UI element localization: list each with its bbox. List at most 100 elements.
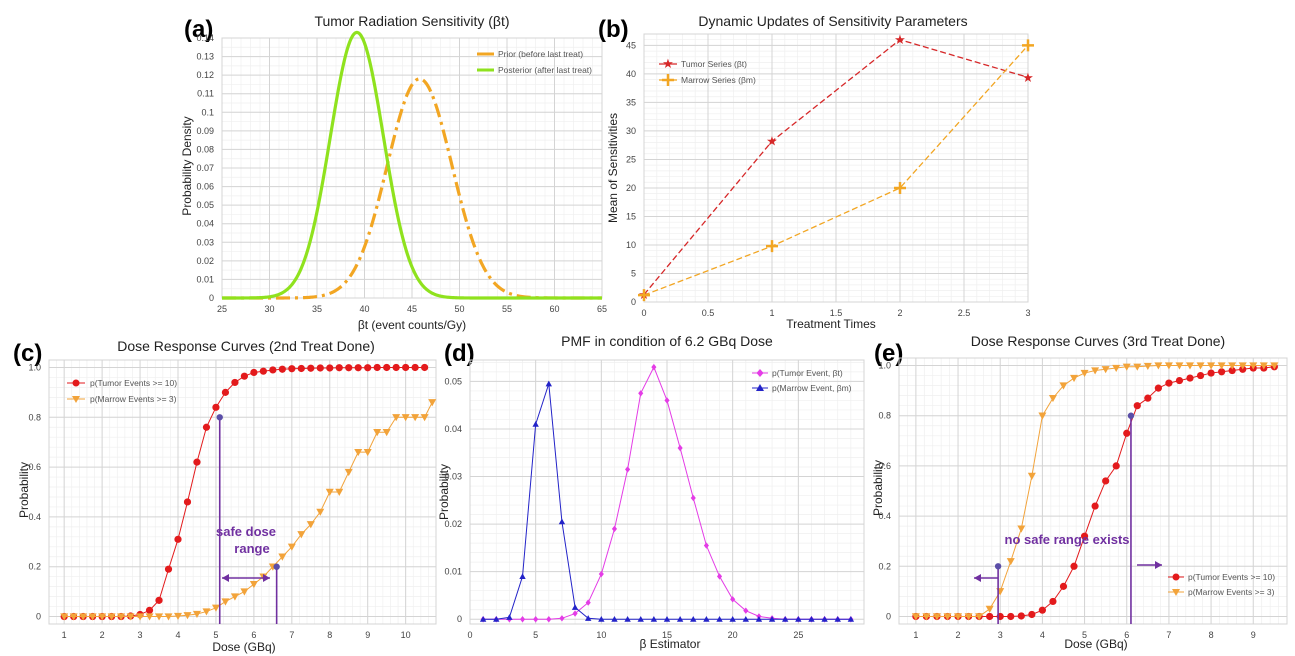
x-tick-label: 9 [365,630,370,640]
panel-a-series [222,30,602,300]
data-point-triangle-down [79,613,88,621]
data-point-triangle-up [782,616,789,622]
legend-a-prior-label: Prior (before last treat) [498,49,583,59]
data-point-circle [392,363,400,372]
x-tick-label: 10 [401,630,411,640]
panel-label-a: (a) [184,16,213,43]
data-point-circle [1133,402,1141,410]
series-line-b-0 [643,38,1029,296]
data-point-triangle-down [221,598,230,606]
panel-e-axes: 1 2 3 4 5 6 7 8 9 0 0.2 0.4 0.6 0.8 1.0 [878,357,1288,640]
panel-e-title: Dose Response Curves (3rd Treat Done) [971,333,1225,349]
panel-d-xlabel: β Estimator [640,637,701,651]
y-tick-label: 0.05 [444,376,462,386]
y-tick-label: 0 [209,293,214,303]
data-point-circle [1102,477,1110,485]
arrow-left-icon [974,574,981,582]
x-tick-label: 3 [1025,308,1030,318]
data-point-circle [202,423,211,431]
data-point-circle [1228,366,1236,375]
data-point-circle [174,535,182,543]
x-tick-label: 1 [62,630,67,640]
data-point-triangle-down [1006,558,1015,566]
y-tick-label: 45 [626,40,636,50]
x-tick-label: 40 [359,304,369,314]
y-tick-label: 0.02 [196,256,214,266]
data-point-circle [250,368,258,377]
data-point-circle [421,363,429,372]
y-tick-label: 35 [626,97,636,107]
data-point-diamond [598,570,604,578]
data-point-triangle-down [911,613,920,621]
panel-c-axes: 1 2 3 4 5 6 7 8 9 10 0 0.2 0.4 0.6 0.8 1.0 [28,359,437,640]
data-point-triangle-up [821,616,828,622]
data-point-triangle-down [1122,363,1131,371]
data-point-circle [326,364,334,372]
data-point-circle [335,364,343,372]
legend-c-tumor-label: p(Tumor Events >= 10) [90,378,177,388]
data-point-diamond [664,397,670,404]
data-point-triangle-up [545,380,552,387]
x-tick-label: 4 [175,630,180,640]
data-point-circle [373,363,381,372]
panel-a-legend: Prior (before last treat) Posterior (aft… [477,49,592,75]
y-tick-label: 0 [631,297,636,307]
legend-d-marrow-label: p(Marrow Event, βm) [772,383,852,393]
panel-label-c: (c) [13,340,42,367]
x-tick-label: 8 [327,630,332,640]
data-point-circle [1038,606,1046,614]
legend-e-tumor-label: p(Tumor Events >= 10) [1188,572,1275,582]
data-point-triangle-down [88,613,97,621]
panel-c-legend: p(Tumor Events >= 10) p(Marrow Events >=… [67,378,177,404]
x-tick-label: 3 [138,630,143,640]
panel-c-xlabel: Dose (GBq) [212,640,275,654]
data-point-circle [212,403,220,411]
data-point-triangle-up [624,616,631,622]
data-point-triangle-down [202,608,211,616]
data-point-triangle-down [174,612,182,621]
panel-label-b: (b) [598,16,629,43]
y-tick-label: 0.01 [196,274,214,284]
y-tick-label: 0.08 [196,144,214,154]
panel-c-annotation: safe dose range [216,524,276,582]
data-point-triangle-down [943,613,952,621]
x-tick-label: 0.5 [702,308,715,318]
x-tick-label: 30 [264,304,274,314]
x-tick-label: 5 [1082,630,1087,640]
data-point-triangle-down [932,613,941,621]
data-point-triangle-down [211,604,220,612]
data-point-triangle-down [230,593,239,601]
data-point-triangle-up [479,616,487,622]
panel-e-series [911,362,1279,624]
y-tick-label: 25 [626,154,636,164]
data-point-triangle-down [1048,394,1057,403]
triangle-down-marker-icon [1172,589,1180,596]
data-point-triangle-down [1070,374,1079,383]
panel-a-ylabel: Probability Density [180,116,194,215]
panel-e-annotation: no safe range exists [974,532,1162,582]
data-point-triangle-down [382,429,391,437]
data-point-triangle-down [183,612,192,620]
x-tick-label: 2.5 [958,308,971,318]
data-point-triangle-up [650,616,658,622]
data-point-triangle-down [1154,362,1163,370]
data-point-circle [354,364,362,372]
x-tick-label: 5 [213,630,218,640]
data-point-triangle-down [1091,367,1100,375]
data-point-circle [316,364,324,372]
data-point-circle [1112,462,1120,470]
panel-e: (e) Dose Response Curves (3rd Treat Done… [871,333,1288,651]
data-point-triangle-up [755,616,763,622]
data-point-triangle-down [117,613,126,621]
threshold-point [1127,412,1135,419]
x-tick-label: 35 [312,304,322,314]
x-tick-label: 9 [1251,630,1256,640]
data-point-triangle-down [975,613,984,621]
data-point-circle [402,363,410,372]
x-tick-label: 3 [998,630,1003,640]
data-point-triangle-down [1270,362,1279,370]
y-tick-label: 0.12 [196,70,214,80]
panel-b-series: ★ ★ ★ ★ [638,32,1034,302]
threshold-point [994,563,1002,570]
